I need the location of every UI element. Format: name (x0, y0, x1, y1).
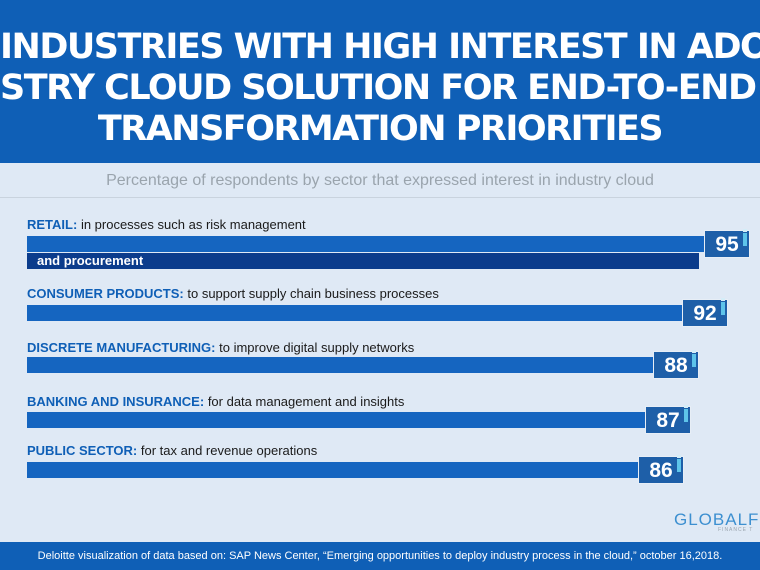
chart-title-line-3: TRANSFORMATION PRIORITIES (97, 109, 664, 149)
subtitle-divider (0, 197, 760, 198)
category-label-3: BANKING AND INSURANCE: for data manageme… (27, 394, 404, 409)
category-name: RETAIL: (27, 217, 78, 232)
value-accent-top (684, 405, 688, 408)
category-detail: for data management and insights (207, 394, 405, 409)
value-accent (743, 233, 747, 246)
bar-3 (27, 412, 668, 428)
bar-0 (27, 236, 727, 252)
category-detail: in processes such as risk management (80, 217, 306, 232)
category-detail-continued: and procurement (27, 253, 699, 269)
value-label-1: 92 (682, 299, 728, 327)
value-accent-top (692, 350, 696, 353)
title-banner: INDUSTRIES WITH HIGH INTEREST IN ADO STR… (0, 0, 760, 163)
brand-logo: GLOBALF (674, 510, 760, 529)
category-detail: for tax and revenue operations (140, 443, 318, 458)
bar-2 (27, 357, 676, 373)
value-accent (692, 354, 696, 367)
value-label-4: 86 (638, 456, 684, 484)
value-label-3: 87 (645, 406, 691, 434)
value-accent-top (677, 455, 681, 458)
bar-1 (27, 305, 705, 321)
chart-subtitle: Percentage of respondents by sector that… (106, 172, 654, 189)
category-name: CONSUMER PRODUCTS: (27, 286, 184, 301)
category-label-4: PUBLIC SECTOR: for tax and revenue opera… (27, 443, 317, 458)
value-label-2: 88 (653, 351, 699, 379)
category-label-0: RETAIL: in processes such as risk manage… (27, 217, 306, 232)
value-accent (677, 459, 681, 472)
bar-4 (27, 462, 661, 478)
value-accent-top (743, 229, 747, 232)
value-label-0: 95 (704, 230, 750, 258)
source-footer: Deloitte visualization of data based on:… (0, 542, 760, 570)
category-label-1: CONSUMER PRODUCTS: to support supply cha… (27, 286, 439, 301)
category-detail: to support supply chain business process… (187, 286, 439, 301)
category-detail: to improve digital supply networks (219, 340, 415, 355)
category-name: PUBLIC SECTOR: (27, 443, 138, 458)
category-name: BANKING AND INSURANCE: (27, 394, 205, 409)
value-accent-top (721, 298, 725, 301)
category-name: DISCRETE MANUFACTURING: (27, 340, 216, 355)
value-accent (721, 302, 725, 315)
chart-title-line-2: STRY CLOUD SOLUTION FOR END-TO-END DI (0, 68, 760, 108)
brand-logo-tagline: FINANCE T (718, 527, 754, 533)
chart-title-line-1: INDUSTRIES WITH HIGH INTEREST IN ADO (0, 27, 760, 67)
value-accent (684, 409, 688, 422)
category-label-2: DISCRETE MANUFACTURING: to improve digit… (27, 340, 414, 355)
